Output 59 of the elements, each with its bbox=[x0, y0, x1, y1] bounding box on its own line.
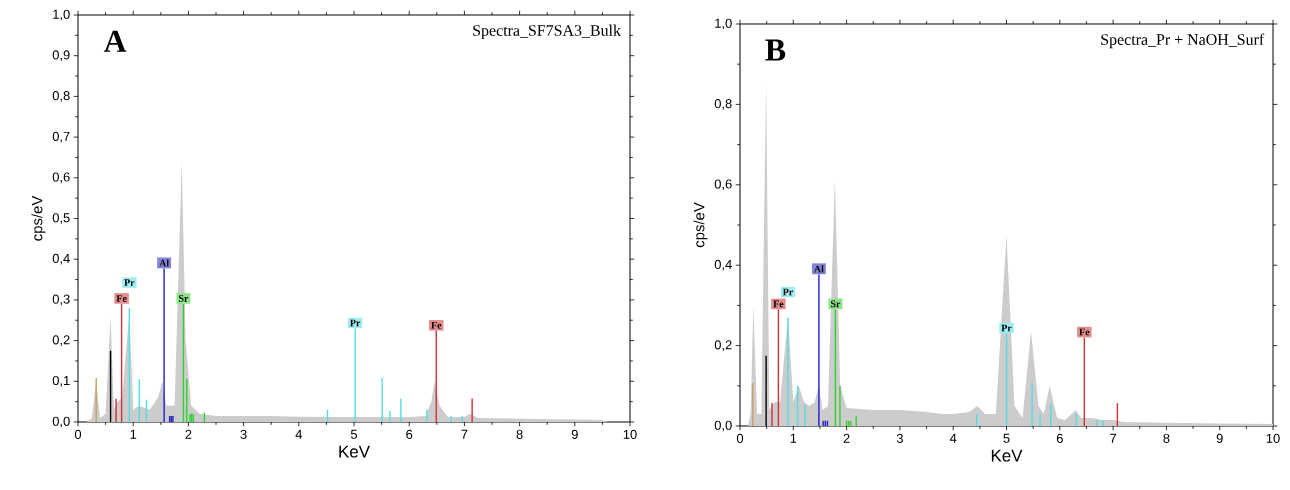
x-tick-label: 6 bbox=[406, 429, 413, 439]
y-tick-label: 0,6 bbox=[714, 179, 732, 191]
annotation: Sr bbox=[178, 295, 189, 302]
x-axis-title: KeV bbox=[339, 445, 370, 458]
x-tick-label: 1 bbox=[790, 433, 797, 443]
y-tick-label: 0,4 bbox=[52, 253, 70, 265]
y-tick-label: 0,5 bbox=[52, 213, 70, 224]
y-tick-label: 0,6 bbox=[52, 172, 70, 184]
y-tick-label: 0,9 bbox=[52, 50, 70, 62]
x-tick-label: 9 bbox=[1216, 433, 1223, 443]
y-tick-label: 0,8 bbox=[52, 91, 70, 102]
y-axis-title: cps/eV bbox=[31, 195, 46, 241]
annotation: Al bbox=[814, 265, 824, 273]
y-tick-label: 1,0 bbox=[715, 18, 732, 30]
y-axis-title: cps/eV bbox=[693, 202, 708, 248]
y-tick-label: 0,0 bbox=[52, 416, 70, 428]
annotation: Fe bbox=[773, 300, 784, 308]
annotation: Pr bbox=[350, 319, 361, 327]
x-tick-label: 1 bbox=[130, 429, 137, 439]
y-tick-label: 0,2 bbox=[52, 335, 70, 346]
x-tick-label: 8 bbox=[516, 429, 523, 439]
annotation: Fe bbox=[1079, 328, 1090, 336]
x-tick-label: 3 bbox=[240, 429, 247, 439]
annotation: Sr bbox=[830, 300, 841, 308]
x-tick-label: 8 bbox=[1163, 433, 1170, 443]
annotation: Pr bbox=[782, 288, 794, 296]
x-tick-label: 0 bbox=[74, 429, 82, 439]
annotation: Fe bbox=[431, 322, 442, 329]
x-tick-label: 10 bbox=[1266, 433, 1280, 443]
y-tick-label: 0,8 bbox=[714, 99, 732, 110]
x-tick-label: 7 bbox=[461, 429, 468, 439]
x-tick-label: 4 bbox=[949, 433, 957, 443]
x-axis-title: KeV bbox=[991, 449, 1023, 462]
x-tick-label: 4 bbox=[295, 429, 303, 439]
x-tick-label: 0 bbox=[736, 433, 744, 443]
x-tick-label: 9 bbox=[571, 429, 578, 439]
text: Spectra_Pr + NaOH_Surf bbox=[1101, 33, 1265, 49]
text: Spectra_SF7SA3_Bulk bbox=[473, 24, 621, 40]
x-tick-label: 10 bbox=[623, 429, 637, 439]
y-tick-label: 0,4 bbox=[714, 259, 732, 271]
chart-title: A bbox=[103, 30, 127, 52]
annotation: Pr bbox=[124, 279, 135, 286]
x-tick-label: 2 bbox=[185, 429, 192, 439]
y-tick-label: 0,7 bbox=[52, 131, 70, 143]
x-tick-label: 7 bbox=[1110, 433, 1117, 443]
y-tick-label: 0,3 bbox=[52, 294, 70, 306]
y-tick-label: 0,1 bbox=[52, 375, 70, 387]
x-tick-label: 6 bbox=[1056, 433, 1063, 443]
x-tick-label: 3 bbox=[896, 433, 903, 443]
x-tick-label: 5 bbox=[1003, 433, 1010, 443]
chart-title: B bbox=[765, 39, 786, 61]
y-tick-label: 0,0 bbox=[714, 420, 732, 432]
y-tick-label: 0,2 bbox=[714, 340, 732, 351]
x-tick-label: 2 bbox=[843, 433, 850, 443]
x-tick-label: 5 bbox=[350, 429, 358, 439]
annotation: Fe bbox=[116, 295, 127, 302]
annotation: Pr bbox=[1001, 324, 1012, 332]
y-tick-label: 1,0 bbox=[53, 9, 70, 21]
annotation: Al bbox=[159, 259, 169, 267]
